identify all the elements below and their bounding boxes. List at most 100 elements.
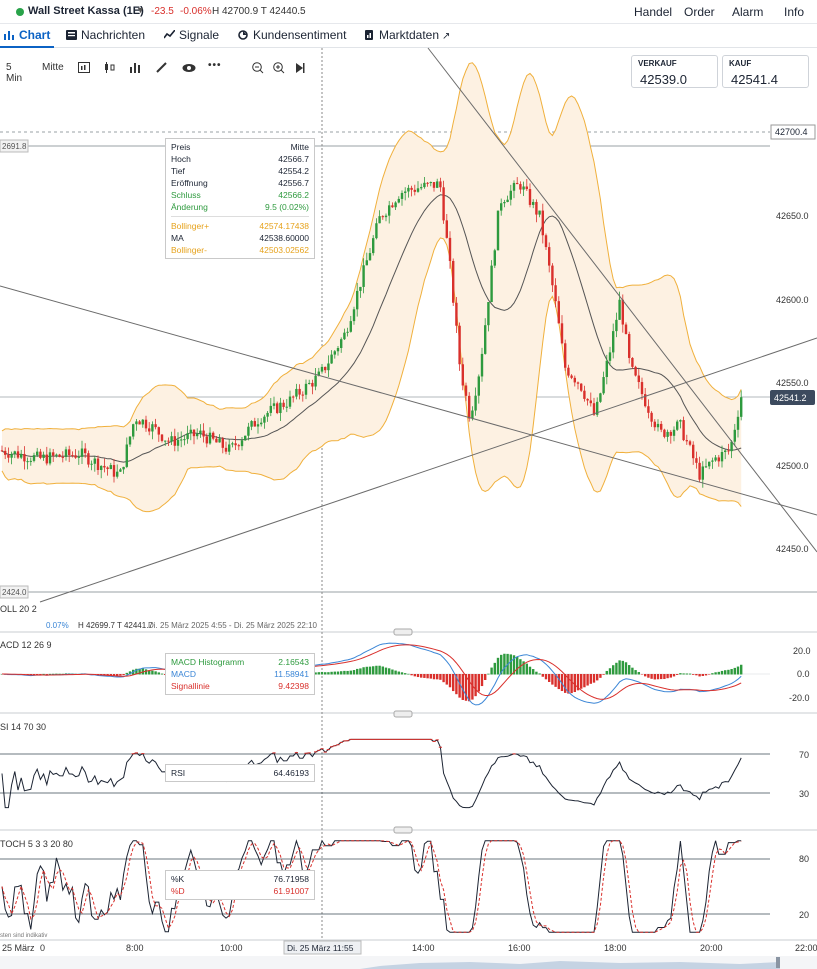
play-icon[interactable] <box>295 63 305 73</box>
interval-selector[interactable]: 5 Min <box>6 62 23 84</box>
nav-info[interactable]: Info <box>784 5 805 19</box>
candle-body <box>244 435 247 441</box>
price-type-selector[interactable]: Mitte <box>42 62 64 73</box>
left-high-tag: 2691.8 <box>2 142 27 151</box>
macd-bar <box>650 674 653 679</box>
candle-body <box>330 354 333 364</box>
candle-body <box>484 325 487 354</box>
candle-body <box>720 452 724 462</box>
candle-body <box>359 286 362 291</box>
draw-icon[interactable] <box>156 62 168 73</box>
more-icon[interactable]: ••• <box>208 60 222 71</box>
candle-body <box>509 190 512 200</box>
candle-body <box>420 187 423 189</box>
candle-body <box>640 382 644 395</box>
candle-icon[interactable] <box>104 62 116 73</box>
tab-signale[interactable]: Signale <box>164 28 219 48</box>
candle-body <box>544 235 548 248</box>
candle-body <box>416 188 420 192</box>
nav-order[interactable]: Order <box>684 5 715 19</box>
time-tick: 18:00 <box>604 943 627 953</box>
candle-body <box>250 421 253 427</box>
macd-bar <box>109 674 112 676</box>
tab-kundensentiment[interactable]: Kundensentiment <box>238 28 346 48</box>
macd-bar <box>352 670 356 675</box>
top-bar: Wall Street Kassa (1E) ▼ -23.5 -0.06% H … <box>0 0 817 24</box>
macd-bar <box>548 674 551 682</box>
zoom-out-icon[interactable] <box>252 62 264 74</box>
candle-body <box>733 429 736 442</box>
macd-bar <box>736 666 740 675</box>
pane-resize-handle[interactable] <box>393 826 413 834</box>
rsi-tick: 70 <box>799 750 809 760</box>
macd-bar <box>551 674 554 685</box>
price-tick: 42450.0 <box>776 544 809 554</box>
external-link-icon: ↗ <box>442 31 451 42</box>
macd-bar <box>708 674 711 675</box>
candle-body <box>612 331 615 353</box>
macd-bar <box>429 674 432 679</box>
candle-body <box>458 325 461 365</box>
candle-body <box>55 454 58 456</box>
buy-quote-button[interactable]: KAUF 42541.4 <box>722 55 809 88</box>
macd-bar <box>119 674 122 676</box>
sell-quote-button[interactable]: VERKAUF 42539.0 <box>631 55 718 88</box>
candle-body <box>676 421 679 430</box>
macd-bar <box>372 666 375 675</box>
eye-icon[interactable] <box>182 63 196 73</box>
candle-body <box>285 406 288 408</box>
macd-bar <box>727 669 730 675</box>
macd-bar <box>122 674 125 676</box>
candle-body <box>362 265 365 287</box>
tab-marktdaten[interactable]: Marktdaten ↗ <box>364 28 450 48</box>
candle-body <box>356 290 359 310</box>
macd-bar <box>544 674 548 680</box>
candle-body <box>391 205 394 208</box>
zoom-in-icon[interactable] <box>273 62 285 74</box>
marketdata-icon <box>365 30 373 40</box>
macd-bar <box>375 665 378 675</box>
nav-alarm[interactable]: Alarm <box>732 5 764 19</box>
candle-body <box>308 382 311 384</box>
candle-body <box>432 182 436 188</box>
tab-nachrichten[interactable]: Nachrichten <box>66 28 145 48</box>
candle-body <box>292 396 295 398</box>
candle-body <box>301 394 304 396</box>
macd-bar <box>58 673 61 675</box>
candle-body <box>340 339 343 349</box>
navigator-handle[interactable] <box>776 957 780 968</box>
candle-body <box>525 186 528 190</box>
instrument-selector[interactable]: Wall Street Kassa (1E) <box>28 5 144 17</box>
macd-bar <box>599 674 602 678</box>
price-tick: 42650.0 <box>776 211 809 221</box>
candle-body <box>618 299 621 320</box>
candle-body <box>336 348 340 352</box>
candle-body <box>685 440 688 442</box>
macd-bar <box>346 670 349 675</box>
candle-body <box>388 205 391 216</box>
indicator-icon[interactable] <box>130 62 142 73</box>
macd-bar <box>688 673 692 675</box>
macd-bar <box>426 674 429 679</box>
sell-label: VERKAUF <box>638 59 677 68</box>
candle-body <box>32 455 36 461</box>
candle-body <box>570 375 573 378</box>
tab-chart[interactable]: Chart <box>0 28 55 48</box>
macd-bar <box>384 667 388 675</box>
candle-body <box>144 419 148 429</box>
tooltip-row: Bollinger+ 42574.17438 <box>171 221 309 231</box>
pane-resize-handle[interactable] <box>393 710 413 718</box>
pane-resize-handle[interactable] <box>393 628 413 636</box>
macd-bar <box>512 655 516 675</box>
candle-body <box>132 424 135 437</box>
candle-body <box>84 448 87 454</box>
macd-bar <box>682 673 685 675</box>
candle-body <box>189 429 192 434</box>
nav-handel[interactable]: Handel <box>634 5 673 19</box>
tooltip-row: %D 61.91007 <box>171 886 309 896</box>
chart-type-icon[interactable] <box>78 62 90 73</box>
macd-bar <box>720 670 724 675</box>
legend-percent: 0.07% <box>46 621 69 630</box>
chevron-down-icon[interactable]: ▼ <box>136 5 145 15</box>
